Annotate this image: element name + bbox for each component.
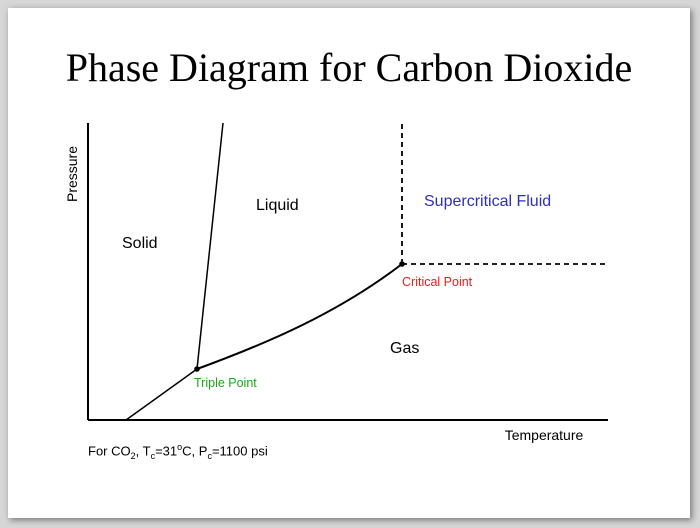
phase-diagram: Pressure Temperature Solid Liquid Gas Su… bbox=[64, 122, 608, 443]
supercritical-region-label: Supercritical Fluid bbox=[424, 193, 551, 210]
footnote-sep: , T bbox=[135, 443, 151, 459]
triple-point-marker bbox=[194, 366, 200, 372]
vaporization-curve bbox=[196, 263, 403, 370]
solid-region-label: Solid bbox=[122, 235, 158, 252]
degree-symbol: o bbox=[177, 442, 183, 452]
critical-point-marker bbox=[399, 261, 405, 267]
critical-point-label: Critical Point bbox=[402, 275, 473, 289]
y-axis-label: Pressure bbox=[64, 146, 80, 202]
gas-region-label: Gas bbox=[390, 340, 419, 357]
tc-subscript: c bbox=[150, 450, 156, 461]
slide: Phase Diagram for Carbon Dioxide Pressur… bbox=[8, 8, 690, 518]
melting-curve bbox=[196, 122, 224, 370]
slide-title: Phase Diagram for Carbon Dioxide bbox=[65, 45, 633, 90]
co2-subscript: 2 bbox=[130, 450, 136, 461]
liquid-region-label: Liquid bbox=[256, 197, 299, 214]
x-axis-label: Temperature bbox=[505, 427, 584, 443]
pc-subscript: c bbox=[207, 450, 212, 461]
pc-value: =1100 psi bbox=[211, 443, 268, 459]
tc-value: =31 bbox=[155, 443, 178, 459]
footnote-prefix: For CO bbox=[88, 443, 131, 459]
co2-critical-constants-note: For CO2, Tc=31oC, Pc=1100 psi bbox=[88, 442, 268, 461]
tc-unit: C, P bbox=[182, 443, 208, 459]
triple-point-label: Triple Point bbox=[194, 376, 257, 390]
sublimation-curve bbox=[125, 368, 198, 421]
